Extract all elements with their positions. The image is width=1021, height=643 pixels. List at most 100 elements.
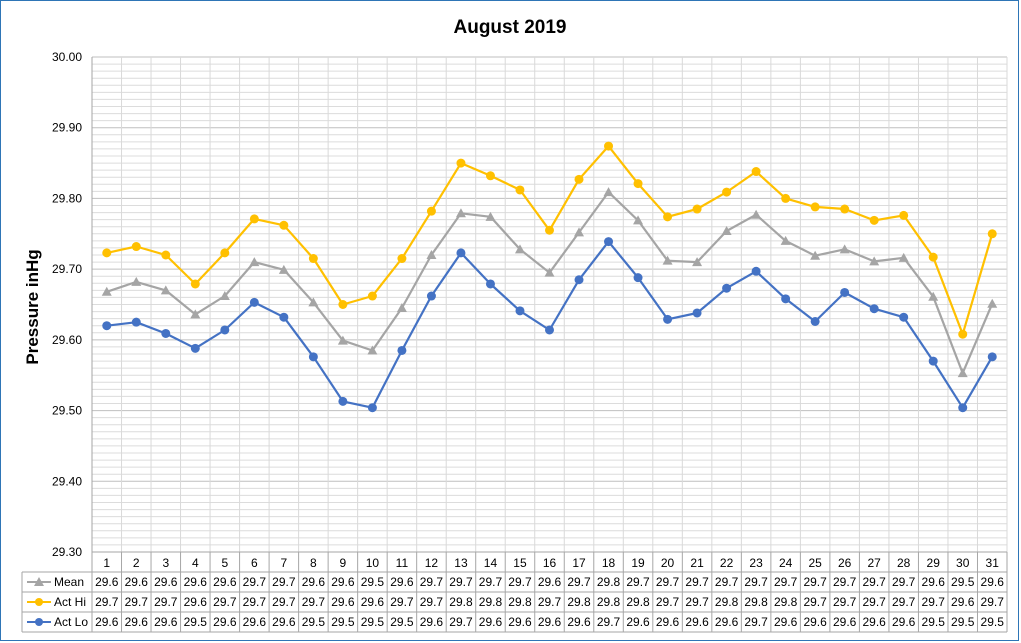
table-cell: 29.6 bbox=[154, 575, 178, 589]
data-point bbox=[633, 273, 643, 283]
category-label: 18 bbox=[602, 556, 616, 570]
table-cell: 29.7 bbox=[685, 595, 709, 609]
table-cell: 29.7 bbox=[862, 595, 886, 609]
data-point bbox=[338, 396, 348, 406]
data-point bbox=[131, 242, 141, 252]
table-cell: 29.6 bbox=[243, 615, 267, 629]
data-point bbox=[160, 285, 171, 295]
data-point bbox=[987, 298, 998, 308]
table-cell: 29.6 bbox=[774, 615, 798, 629]
data-point bbox=[337, 335, 348, 345]
category-label: 4 bbox=[192, 556, 199, 570]
data-point bbox=[190, 279, 200, 289]
data-point bbox=[338, 300, 348, 309]
data-point bbox=[279, 312, 289, 322]
data-point bbox=[161, 250, 171, 260]
data-point bbox=[751, 209, 762, 219]
data-point bbox=[663, 212, 673, 222]
table-cell: 29.7 bbox=[154, 595, 178, 609]
data-point bbox=[279, 220, 289, 230]
data-point bbox=[722, 283, 732, 293]
table-cell: 29.8 bbox=[774, 595, 798, 609]
data-point bbox=[810, 202, 820, 212]
category-label: 22 bbox=[720, 556, 734, 570]
table-cell: 29.5 bbox=[361, 575, 385, 589]
table-cell: 29.6 bbox=[951, 595, 975, 609]
data-point bbox=[899, 312, 909, 322]
data-point bbox=[485, 171, 495, 181]
table-cell: 29.6 bbox=[479, 615, 503, 629]
table-cell: 29.5 bbox=[390, 615, 414, 629]
table-cell: 29.6 bbox=[420, 615, 444, 629]
category-label: 31 bbox=[986, 556, 1000, 570]
table-cell: 29.7 bbox=[803, 575, 827, 589]
table-cell: 29.6 bbox=[803, 615, 827, 629]
table-cell: 29.7 bbox=[774, 575, 798, 589]
category-label: 15 bbox=[513, 556, 527, 570]
legend-label: Act Lo bbox=[54, 615, 88, 629]
category-label: 3 bbox=[162, 556, 169, 570]
table-cell: 29.8 bbox=[715, 595, 739, 609]
table-cell: 29.6 bbox=[685, 615, 709, 629]
table-cell: 29.7 bbox=[744, 615, 768, 629]
data-point bbox=[662, 255, 673, 265]
category-label: 20 bbox=[661, 556, 675, 570]
table-cell: 29.6 bbox=[390, 575, 414, 589]
category-label: 21 bbox=[690, 556, 704, 570]
data-point bbox=[397, 345, 407, 355]
table-cell: 29.7 bbox=[567, 575, 591, 589]
data-point bbox=[131, 276, 142, 286]
data-point bbox=[810, 250, 821, 260]
data-point bbox=[249, 257, 260, 267]
data-point bbox=[367, 291, 377, 301]
table-cell: 29.7 bbox=[243, 575, 267, 589]
data-point bbox=[308, 352, 318, 362]
table-cell: 29.6 bbox=[656, 615, 680, 629]
table-cell: 29.8 bbox=[626, 595, 650, 609]
table-cell: 29.6 bbox=[626, 615, 650, 629]
table-cell: 29.6 bbox=[508, 615, 532, 629]
data-point bbox=[308, 254, 318, 264]
data-point bbox=[456, 158, 466, 168]
minor-gridlines bbox=[92, 63, 1007, 546]
table-cell: 29.7 bbox=[449, 615, 473, 629]
data-point bbox=[161, 328, 171, 338]
table-cell: 29.6 bbox=[715, 615, 739, 629]
table-cell: 29.8 bbox=[567, 595, 591, 609]
table-cell: 29.7 bbox=[508, 575, 532, 589]
table-cell: 29.6 bbox=[125, 575, 149, 589]
table-cell: 29.7 bbox=[803, 595, 827, 609]
y-axis-label: Pressure inHg bbox=[23, 249, 42, 364]
data-point bbox=[839, 244, 850, 254]
data-point bbox=[781, 193, 791, 203]
data-point bbox=[958, 403, 968, 413]
data-point bbox=[928, 356, 938, 366]
category-label: 19 bbox=[631, 556, 645, 570]
data-point bbox=[397, 254, 407, 264]
legend-key-marker bbox=[34, 577, 44, 586]
category-label: 1 bbox=[103, 556, 110, 570]
data-point bbox=[721, 225, 732, 235]
data-point bbox=[102, 248, 112, 258]
data-point bbox=[455, 208, 466, 218]
y-tick-label: 30.00 bbox=[52, 50, 82, 64]
table-cell: 29.8 bbox=[744, 595, 768, 609]
data-point bbox=[190, 343, 200, 353]
data-point bbox=[190, 309, 201, 319]
table-cell: 29.8 bbox=[449, 595, 473, 609]
table-cell: 29.7 bbox=[272, 575, 296, 589]
data-point bbox=[456, 248, 466, 258]
table-cell: 29.5 bbox=[922, 615, 946, 629]
legend-key-marker bbox=[35, 598, 43, 606]
table-cell: 29.6 bbox=[567, 615, 591, 629]
data-point bbox=[633, 215, 644, 225]
table-cell: 29.7 bbox=[922, 595, 946, 609]
table-cell: 29.7 bbox=[892, 575, 916, 589]
data-point bbox=[545, 225, 554, 235]
data-point bbox=[574, 227, 585, 237]
data-point bbox=[367, 345, 378, 355]
data-point bbox=[751, 266, 761, 276]
category-label: 23 bbox=[749, 556, 763, 570]
table-cell: 29.7 bbox=[243, 595, 267, 609]
